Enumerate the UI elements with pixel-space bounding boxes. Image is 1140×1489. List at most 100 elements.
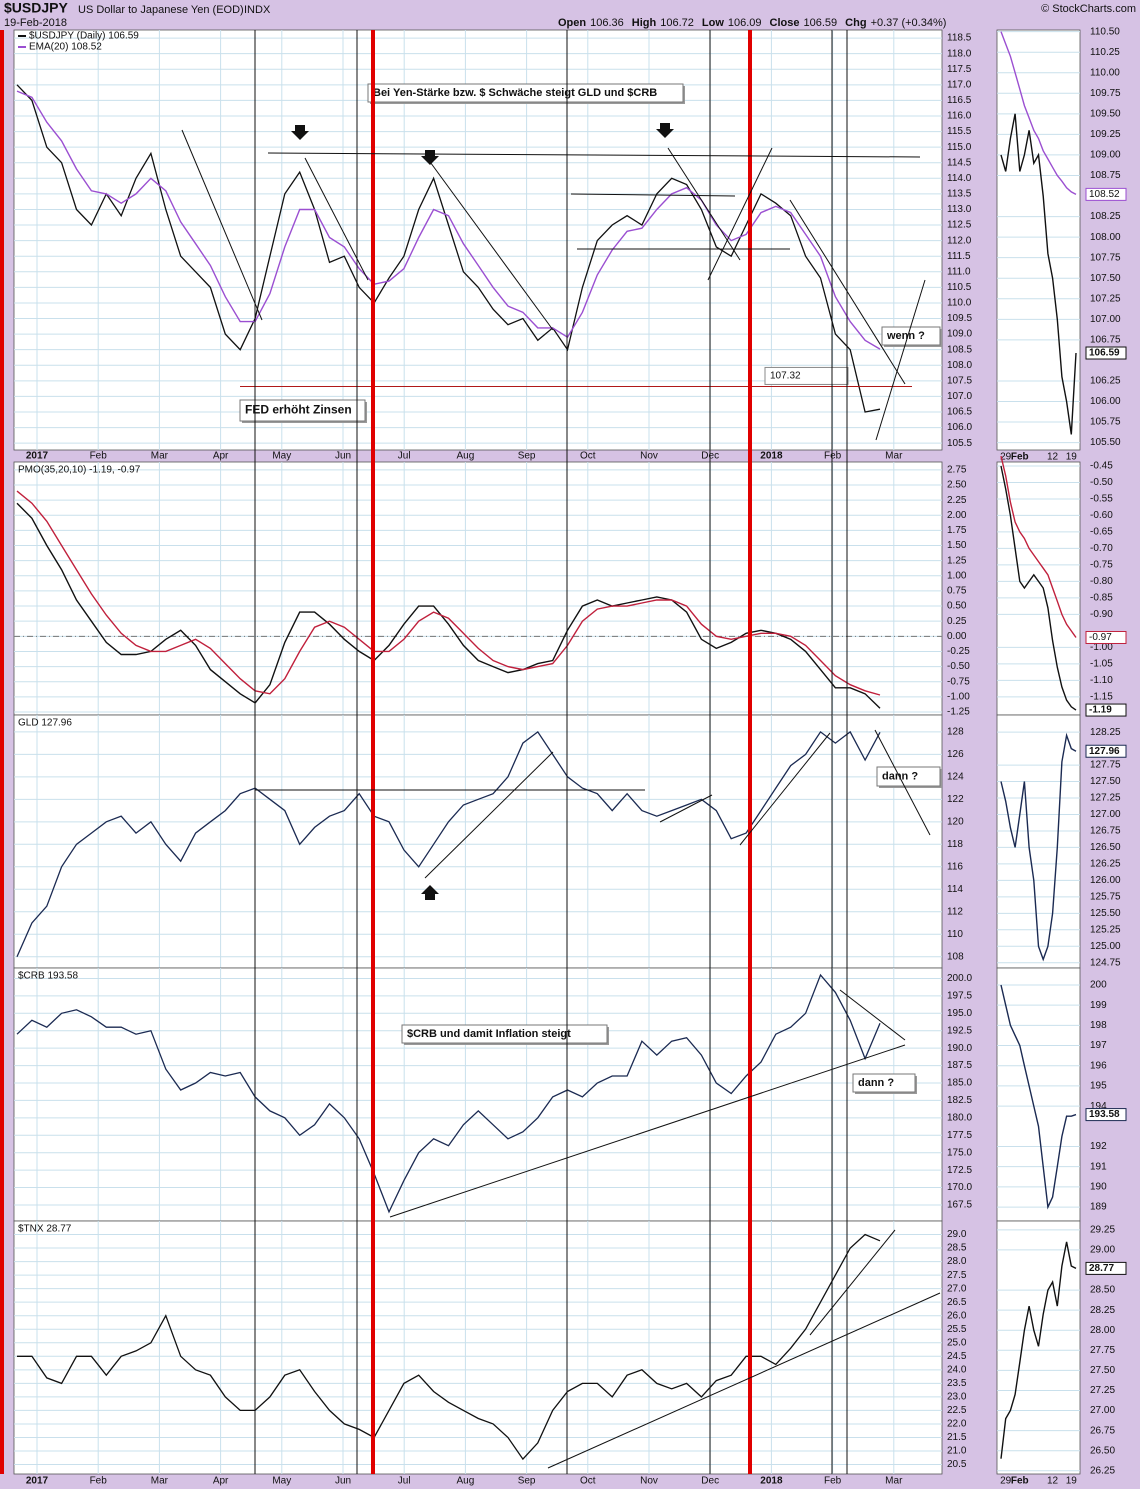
inset-x-label: 19 (1066, 452, 1078, 463)
plot-area (13, 714, 943, 969)
inset-y-tick-label: 125.50 (1090, 908, 1121, 919)
inset-y-tick-label: 128.25 (1090, 727, 1121, 738)
inset-y-tick-label: 107.00 (1090, 314, 1121, 325)
last-value-label: 28.77 (1089, 1263, 1114, 1274)
y-tick-label: 180.0 (947, 1112, 972, 1123)
quote-value: +0.37 (+0.34%) (871, 17, 947, 29)
inset-y-tick-label: 190 (1090, 1182, 1107, 1193)
x-tick-label: Dec (701, 1476, 719, 1487)
quote-label: Low (702, 17, 724, 29)
quote-value: 106.72 (660, 17, 694, 29)
x-tick-label: Sep (518, 1476, 536, 1487)
inset-y-tick-label: 27.00 (1090, 1405, 1115, 1416)
trend-line (839, 989, 906, 1041)
inset-y-tick-label: 27.75 (1090, 1345, 1115, 1356)
annotation: dann ? (858, 1077, 894, 1089)
y-tick-label: 27.5 (947, 1270, 967, 1281)
inset-y-tick-label: 29.25 (1090, 1224, 1115, 1235)
trend-line (707, 147, 773, 281)
overlays: 107.32 Bei Yen-Stärke bzw. $ Schwäche ste… (0, 30, 1127, 1474)
x-tick-label: 2018 (760, 451, 783, 462)
series-line (16, 502, 881, 709)
annotation-box (876, 766, 941, 787)
inset-y-tick-label: 106.75 (1090, 335, 1121, 346)
inset-y-tick-label: 105.50 (1090, 437, 1121, 448)
x-tick-label: Nov (640, 1476, 658, 1487)
arrow-down (421, 150, 439, 165)
inset-y-tick-label: -1.10 (1090, 675, 1113, 686)
x-tick-label: Feb (824, 1476, 842, 1487)
quote-label: Open (558, 17, 586, 29)
y-tick-label: 2.25 (947, 495, 967, 506)
x-tick-label: 2018 (760, 1476, 783, 1487)
last-value-box (1085, 346, 1127, 360)
x-tick-label: Jul (398, 451, 411, 462)
inset-y-tick-label: 108.00 (1090, 232, 1121, 243)
y-tick-label: 0.25 (947, 616, 967, 627)
arrow-up (421, 885, 439, 900)
y-tick-label: 0.50 (947, 601, 967, 612)
inset-y-tick-label: -0.70 (1090, 543, 1113, 554)
inset-y-tick-label: 109.25 (1090, 129, 1121, 140)
inset-y-tick-label: 107.75 (1090, 252, 1121, 263)
symbol: $USDJPY (4, 0, 68, 16)
y-tick-label: 182.5 (947, 1095, 972, 1106)
y-tick-label: 26.5 (947, 1297, 967, 1308)
inset-y-tick-label: 192 (1090, 1141, 1107, 1152)
panel-title: $CRB 193.58 (18, 971, 78, 982)
y-tick-label: 107.5 (947, 375, 972, 386)
inset-line (1000, 465, 1077, 711)
x-tick-label: Mar (151, 1476, 169, 1487)
x-tick-label: 2017 (26, 1476, 49, 1487)
x-tick-label: May (272, 1476, 291, 1487)
inset-y-tick-label: 198 (1090, 1020, 1107, 1031)
trend-line (547, 1292, 941, 1469)
inset-y-tick-label: 110.25 (1090, 47, 1120, 58)
y-tick-label: 24.0 (947, 1364, 967, 1375)
legend-label: EMA(20) 108.52 (29, 42, 102, 53)
y-tick-label: 113.0 (947, 204, 972, 215)
arrow-down (291, 125, 309, 140)
annotation: dann ? (882, 770, 918, 782)
y-tick-label: 114.0 (947, 173, 972, 184)
y-tick-label: 23.5 (947, 1378, 967, 1389)
y-tick-label: 105.5 (947, 438, 972, 449)
y-tick-label: 115.0 (947, 142, 972, 153)
y-tick-label: 167.5 (947, 1200, 972, 1211)
inset-y-tick-label: 191 (1090, 1161, 1107, 1172)
plot-area (13, 1220, 943, 1475)
inset-y-tick-label: 109.00 (1090, 150, 1121, 161)
last-value-box (1085, 630, 1127, 644)
trend-line (570, 193, 736, 197)
trend-line (181, 129, 263, 321)
inset-y-tick-label: 125.00 (1090, 941, 1121, 952)
inset-y-tick-label: 126.75 (1090, 826, 1121, 837)
trend-line (874, 729, 931, 836)
y-tick-label: 197.5 (947, 991, 972, 1002)
inset-line (1000, 455, 1077, 638)
trend-line (304, 157, 369, 281)
inset-line (1000, 113, 1077, 435)
y-tick-label: 0.00 (947, 631, 967, 642)
x-tick-label: Jun (335, 451, 351, 462)
level-label: 107.32 (770, 371, 801, 382)
trend-line (659, 794, 713, 823)
y-tick-label: -0.75 (947, 676, 970, 687)
inset-y-tick-label: 27.50 (1090, 1365, 1115, 1376)
annotation: $CRB und damit Inflation steigt (407, 1028, 571, 1040)
y-tick-label: -1.25 (947, 707, 970, 718)
level-box (764, 366, 849, 385)
inset-y-tick-label: -1.05 (1090, 659, 1113, 670)
trend-line (667, 147, 741, 261)
last-value-label: -1.19 (1089, 705, 1112, 716)
date: 19-Feb-2018 (4, 17, 67, 29)
y-tick-label: 117.5 (947, 64, 972, 75)
inset-area (996, 1220, 1081, 1475)
inset-y-tick-label: 110.00 (1090, 67, 1120, 78)
y-tick-label: 25.0 (947, 1337, 967, 1348)
quote-label: Chg (845, 17, 866, 29)
y-tick-label: 116.0 (947, 111, 972, 122)
y-tick-label: 106.0 (947, 422, 972, 433)
inset-y-tick-label: 105.75 (1090, 417, 1121, 428)
y-tick-label: 170.0 (947, 1182, 972, 1193)
